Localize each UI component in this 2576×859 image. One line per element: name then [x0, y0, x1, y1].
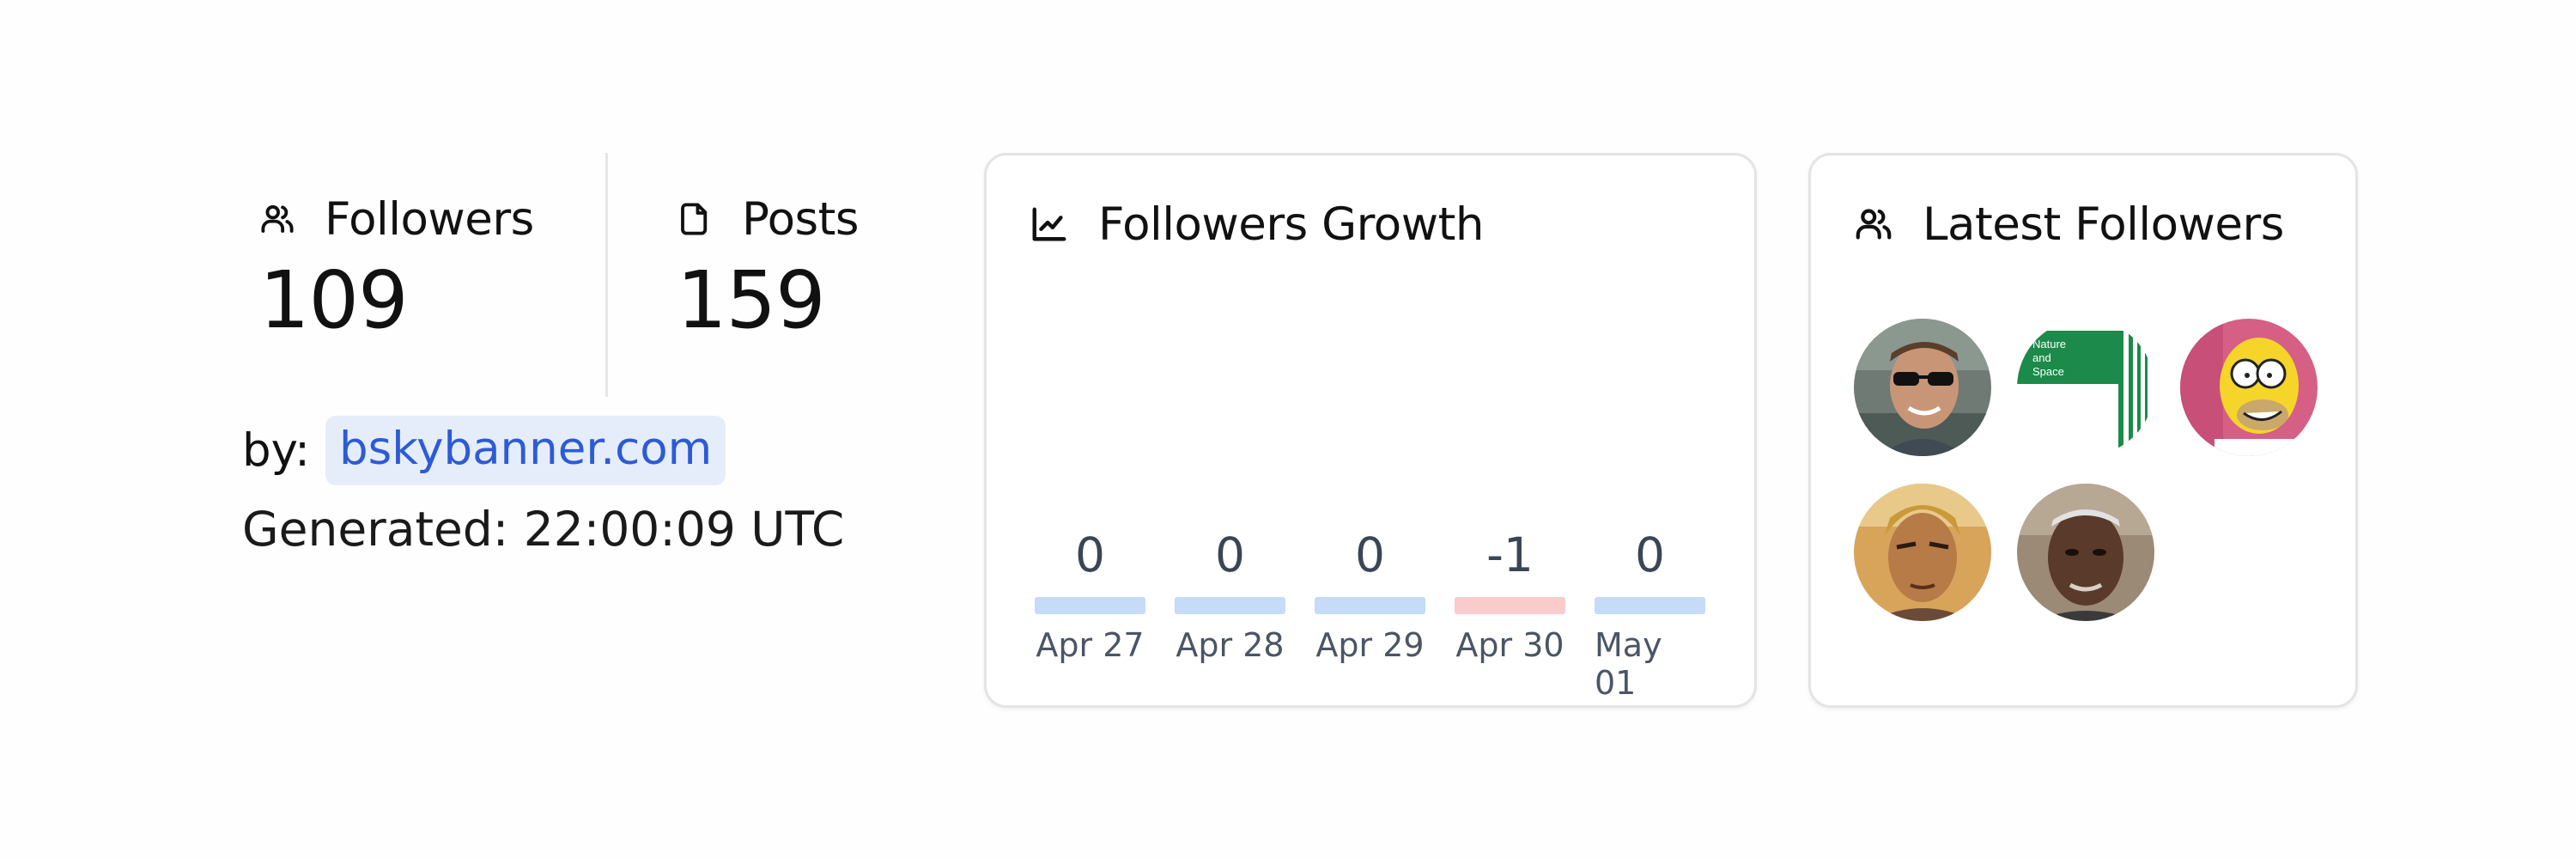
growth-date-label: Apr 28: [1176, 626, 1285, 664]
posts-label: Posts: [742, 192, 860, 246]
latest-card-header: Latest Followers: [1854, 192, 2284, 257]
byline-prefix: by:: [242, 424, 311, 477]
growth-bar-mark: [1035, 597, 1145, 614]
generated-timestamp: Generated: 22:00:09 UTC: [242, 502, 845, 557]
avatar-grid: Nature and Space: [1854, 319, 2318, 621]
followers-stat: Followers 109: [259, 189, 534, 340]
growth-value: 0: [1075, 527, 1105, 582]
avatar-text-3: Space: [2032, 365, 2064, 378]
growth-bar-3: 0 Apr 29: [1315, 525, 1425, 702]
latest-card-title: Latest Followers: [1923, 198, 2284, 251]
growth-bar-2: 0 Apr 28: [1175, 525, 1285, 702]
follower-avatar-1[interactable]: [1854, 319, 1991, 456]
growth-date-label: Apr 29: [1315, 626, 1425, 664]
growth-date-label: Apr 27: [1036, 626, 1145, 664]
avatar-text-1: Nature: [2032, 338, 2066, 350]
growth-date-label: Apr 30: [1455, 626, 1564, 664]
posts-stat: Posts 159: [677, 189, 860, 346]
growth-value: 0: [1635, 527, 1665, 582]
latest-followers-card: Latest Followers: [1808, 153, 2358, 708]
byline: by: bskybanner.com: [242, 416, 726, 485]
growth-value: 0: [1215, 527, 1245, 582]
document-icon: [681, 203, 708, 235]
follower-avatar-5[interactable]: [2017, 484, 2154, 621]
growth-bar-1: 0 Apr 27: [1035, 525, 1145, 702]
growth-card-header: Followers Growth: [1030, 192, 1484, 257]
growth-value: 0: [1355, 527, 1385, 582]
growth-chart: 0 Apr 27 0 Apr 28 0 Apr 29 -1 Apr 30 0 May 01: [1035, 525, 1705, 702]
follower-avatar-4[interactable]: [1854, 484, 1991, 621]
followers-header: Followers: [259, 189, 534, 249]
growth-bar-mark: [1595, 597, 1705, 614]
bskybanner-link[interactable]: bskybanner.com: [325, 416, 726, 485]
growth-bar-4: -1 Apr 30: [1455, 525, 1565, 702]
growth-bar-mark: [1315, 597, 1425, 614]
line-chart-icon: [1032, 207, 1066, 241]
growth-value: -1: [1486, 527, 1534, 582]
growth-bar-mark: [1175, 597, 1285, 614]
growth-card-title: Followers Growth: [1098, 198, 1484, 251]
posts-count: 159: [677, 254, 826, 346]
growth-date-label: May 01: [1595, 626, 1662, 702]
growth-bar-5: 0 May 01: [1595, 525, 1705, 702]
avatar-text-2: and: [2032, 351, 2051, 364]
posts-header: Posts: [677, 189, 860, 249]
followers-label: Followers: [325, 192, 534, 246]
users-icon: [261, 204, 294, 233]
growth-bar-mark: [1455, 597, 1565, 614]
users-icon: [1856, 209, 1892, 240]
stat-divider: [605, 153, 608, 397]
follower-avatar-3[interactable]: [2180, 319, 2318, 456]
followers-growth-card: Followers Growth 0 Apr 27 0 Apr 28 0 Apr 29 -1…: [984, 153, 1757, 708]
follower-avatar-2[interactable]: Nature and Space: [2017, 319, 2154, 456]
followers-count: 109: [259, 254, 409, 346]
